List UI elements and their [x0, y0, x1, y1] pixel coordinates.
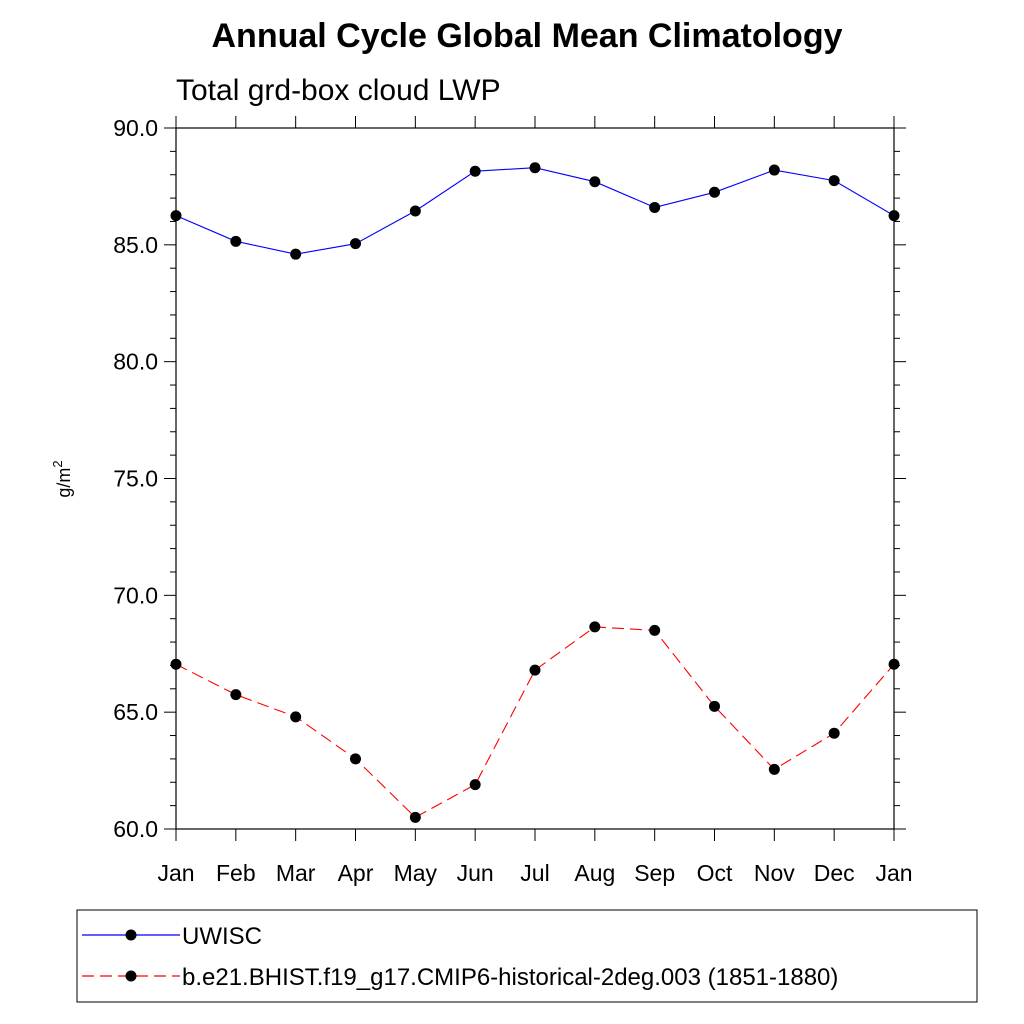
- y-tick-label: 85.0: [113, 232, 158, 258]
- data-point: [409, 205, 421, 217]
- x-tick-label: Jul: [520, 860, 549, 886]
- y-tick-label: 60.0: [113, 816, 158, 842]
- y-tick-label: 65.0: [113, 699, 158, 725]
- y-axis-label: g/m2: [50, 460, 74, 497]
- x-tick-label: Oct: [697, 860, 733, 886]
- x-tick-label: Mar: [276, 860, 316, 886]
- x-tick-label: Feb: [216, 860, 256, 886]
- legend: UWISC b.e21.BHIST.f19_g17.CMIP6-historic…: [76, 909, 978, 1003]
- y-tick-label: 80.0: [113, 349, 158, 375]
- y-tick-label: 90.0: [113, 115, 158, 141]
- x-tick-label: Jan: [157, 860, 194, 886]
- y-tick-label: 75.0: [113, 466, 158, 492]
- legend-item-uwisc: UWISC: [82, 923, 262, 950]
- y-tick-label: 70.0: [113, 582, 158, 608]
- data-point: [529, 664, 541, 676]
- data-point: [469, 165, 481, 177]
- data-point: [529, 162, 541, 174]
- data-point: [469, 779, 481, 791]
- x-tick-label: Sep: [634, 860, 675, 886]
- chart-title: Annual Cycle Global Mean Climatology: [212, 17, 843, 55]
- data-point: [290, 711, 302, 723]
- data-point: [589, 176, 601, 188]
- legend-label-bhist: b.e21.BHIST.f19_g17.CMIP6-historical-2de…: [182, 964, 838, 991]
- axis-ticks: [164, 116, 906, 841]
- data-point: [350, 753, 361, 765]
- data-point: [350, 238, 361, 250]
- series-layer: [170, 162, 900, 823]
- plot-frame: [175, 127, 895, 830]
- chart-subtitle: Total grd-box cloud LWP: [176, 74, 501, 107]
- data-point: [768, 763, 780, 775]
- data-point: [828, 175, 840, 187]
- data-point: [649, 201, 661, 213]
- legend-item-bhist: b.e21.BHIST.f19_g17.CMIP6-historical-2de…: [82, 964, 838, 991]
- x-tick-label: Jun: [457, 860, 494, 886]
- data-point: [649, 624, 661, 636]
- data-point: [230, 689, 242, 701]
- data-point: [290, 248, 302, 260]
- x-tick-label: Jan: [875, 860, 912, 886]
- legend-marker-uwisc: [125, 929, 137, 941]
- data-point: [230, 235, 242, 247]
- data-point: [409, 811, 421, 823]
- y-axis-label-superscript: 2: [50, 460, 65, 467]
- series-line-0: [175, 167, 895, 255]
- x-tick-label: Dec: [814, 860, 855, 886]
- tick-labels: Jan Feb Mar Apr May Jun Jul Aug Sep Oct Nov Dec Jan 6…: [113, 115, 912, 886]
- data-point: [709, 700, 720, 712]
- series-line-1: [175, 626, 895, 818]
- legend-marker-bhist: [125, 970, 137, 982]
- data-point: [828, 727, 840, 739]
- legend-label-uwisc: UWISC: [182, 923, 262, 950]
- x-tick-label: Nov: [754, 860, 795, 886]
- x-tick-label: May: [394, 860, 438, 886]
- legend-box: [76, 909, 978, 1003]
- x-tick-label: Apr: [338, 860, 374, 886]
- data-point: [709, 186, 720, 198]
- data-point: [768, 164, 780, 176]
- y-axis-label-text: g/m: [54, 468, 74, 498]
- x-tick-label: Aug: [574, 860, 615, 886]
- data-point: [589, 621, 601, 633]
